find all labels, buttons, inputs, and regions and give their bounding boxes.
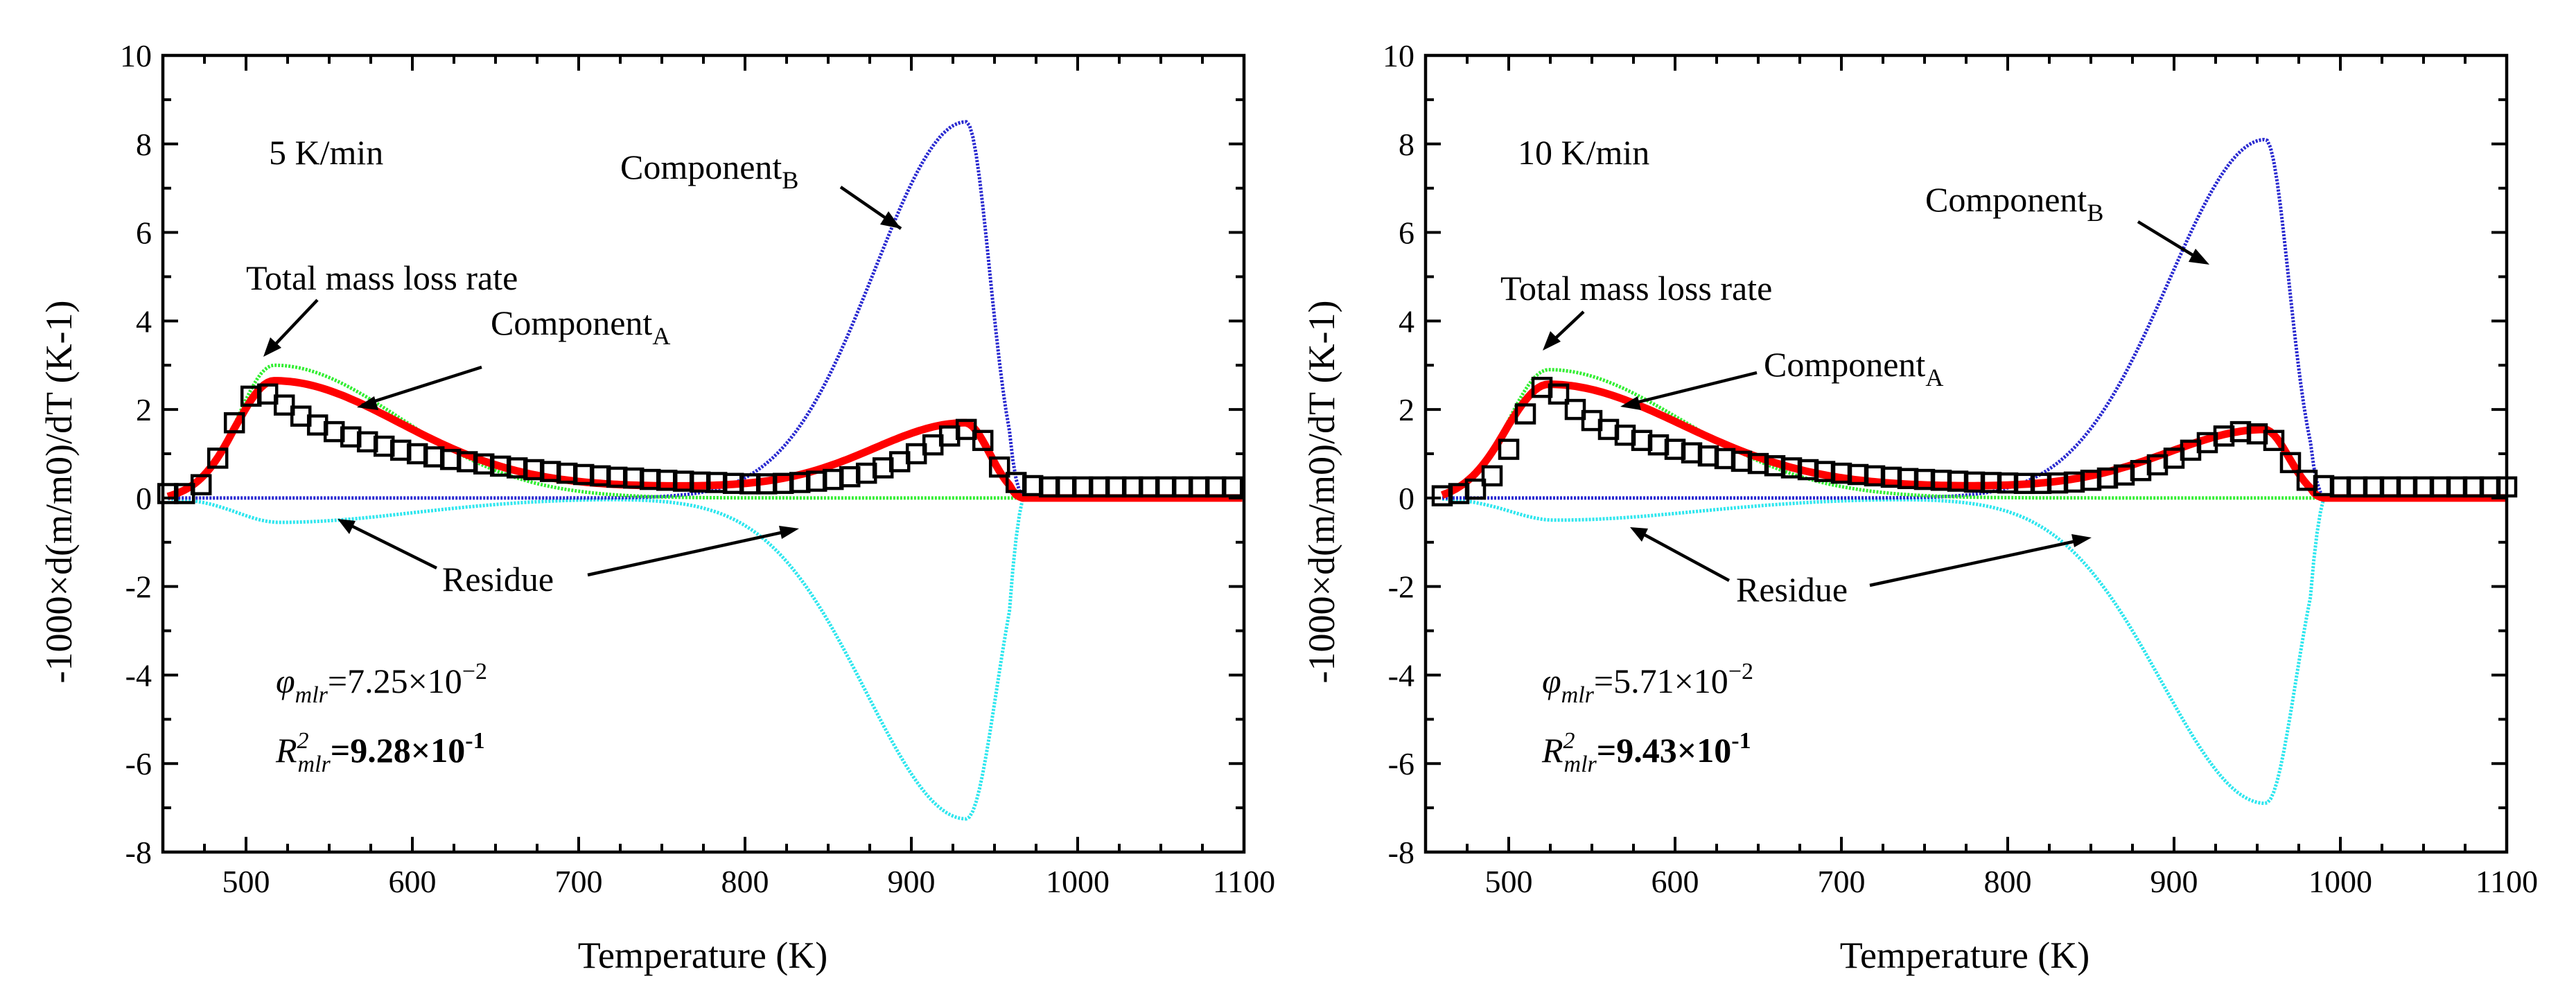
y-tick-label: -2 [1388, 569, 1414, 605]
y-tick-label: -8 [1388, 835, 1414, 870]
experiment-markers-left [157, 383, 1243, 504]
y-tick-label: 4 [136, 303, 152, 339]
component-b-curve [1442, 137, 2507, 500]
x-tick-label: 800 [721, 864, 769, 899]
experiment-point [1221, 476, 1243, 498]
experiment-point [1564, 398, 1586, 420]
total-model-curve [166, 377, 1243, 502]
y-tick-label: -4 [1388, 657, 1414, 693]
r2-mlr-metric: R2 mlr=9.43×10-1 [1541, 728, 1751, 777]
x-tick-label: 800 [1984, 864, 2032, 899]
annotation-component-b: ComponentB [1925, 180, 2103, 227]
experiment-point [1498, 439, 1520, 460]
y-tick-label: -8 [125, 835, 152, 870]
experiment-point [2263, 429, 2285, 452]
x-axis-label: Temperature (K) [1840, 934, 2090, 976]
y-tick-label: -6 [125, 746, 152, 781]
x-tick-label: 600 [1651, 864, 1699, 899]
annotation-component-a: ComponentA [1764, 345, 1943, 391]
x-tick-label: 1000 [1046, 864, 1110, 899]
experiment-point [190, 474, 212, 495]
y-tick-label: 10 [120, 38, 152, 73]
x-tick-label: 900 [2150, 864, 2198, 899]
rate-label: 5 K/min [269, 133, 383, 172]
y-tick-label: 2 [1399, 392, 1414, 427]
experiment-point [1481, 465, 1503, 487]
axes-left: 500 600 700 800 900 1000 1100 -8 -6 -4 -2 0 2 4 6 8 10 [120, 38, 1275, 899]
y-tick-label: -2 [125, 569, 152, 605]
y-tick-label: 2 [136, 392, 152, 427]
annotation-total-mass-loss-rate: Total mass loss rate [246, 258, 518, 297]
experiment-point [988, 456, 1010, 478]
x-tick-label: 700 [555, 864, 603, 899]
x-axis-label: Temperature (K) [578, 934, 828, 976]
x-tick-label: 600 [389, 864, 437, 899]
experiment-point [1464, 478, 1487, 500]
x-tick-label: 1100 [1213, 864, 1275, 899]
y-tick-label: 4 [1399, 303, 1414, 339]
annotation-arrows-left [263, 186, 902, 577]
r2-mlr-metric: R2 mlr=9.28×10-1 [275, 728, 485, 777]
y-tick-label: 6 [136, 215, 152, 251]
rate-label: 10 K/min [1518, 133, 1649, 172]
annotation-component-b: ComponentB [620, 148, 798, 194]
x-tick-label: 900 [888, 864, 936, 899]
y-axis-label: -1000×d(m/m0)/dT (K-1) [1301, 301, 1342, 684]
experiment-point [972, 429, 994, 452]
annotation-component-a: ComponentA [491, 303, 670, 350]
annotation-residue: Residue [442, 560, 554, 599]
y-tick-label: 0 [1399, 481, 1414, 516]
plot-frame [1423, 53, 2509, 854]
y-tick-label: -6 [1388, 746, 1414, 781]
experiment-point [207, 448, 229, 469]
y-tick-label: 8 [136, 127, 152, 162]
y-tick-label: 6 [1399, 215, 1414, 251]
y-tick-label: -4 [125, 657, 152, 693]
annotation-total-mass-loss-rate: Total mass loss rate [1500, 269, 1772, 308]
chart-panel-left: 500 600 700 800 900 1000 1100 -8 -6 -4 -2 0 2 4 6 8 10 5… [38, 38, 1275, 976]
y-axis-label: -1000×d(m/m0)/dT (K-1) [38, 301, 80, 684]
x-tick-label: 1100 [2476, 864, 2538, 899]
experiment-point [256, 383, 279, 405]
experiment-point [1514, 403, 1536, 425]
phi-mlr-metric: φmlr=5.71×10−2 [1542, 659, 1753, 708]
component-a-curve [1442, 368, 2507, 500]
axes-right: 500 600 700 800 900 1000 1100 -8 -6 -4 -2 0 2 4 6 8 10 [1383, 38, 2538, 899]
experiment-point [2279, 452, 2302, 474]
annotation-arrows-right [1543, 220, 2209, 587]
experiment-markers-right [1431, 376, 2518, 506]
y-tick-label: 10 [1383, 38, 1414, 73]
chart-panel-right: 500 600 700 800 900 1000 1100 -8 -6 -4 -2 0 2 4 6 8 10 1… [1301, 38, 2538, 976]
annotation-residue: Residue [1736, 570, 1848, 609]
experiment-point [955, 418, 977, 441]
y-tick-label: 8 [1399, 127, 1414, 162]
y-tick-label: 0 [136, 481, 152, 516]
curves-left [166, 120, 1243, 821]
phi-mlr-metric: φmlr=7.25×10−2 [276, 659, 487, 708]
x-tick-label: 1000 [2308, 864, 2372, 899]
experiment-point [273, 394, 295, 416]
experiment-point [1548, 383, 1570, 405]
experiment-point [223, 412, 245, 434]
x-tick-label: 700 [1818, 864, 1866, 899]
curves-right [1440, 137, 2507, 806]
residue-curve [168, 496, 1243, 821]
total-model-curve [1440, 380, 2507, 502]
x-tick-label: 500 [222, 864, 270, 899]
x-tick-label: 500 [1485, 864, 1533, 899]
